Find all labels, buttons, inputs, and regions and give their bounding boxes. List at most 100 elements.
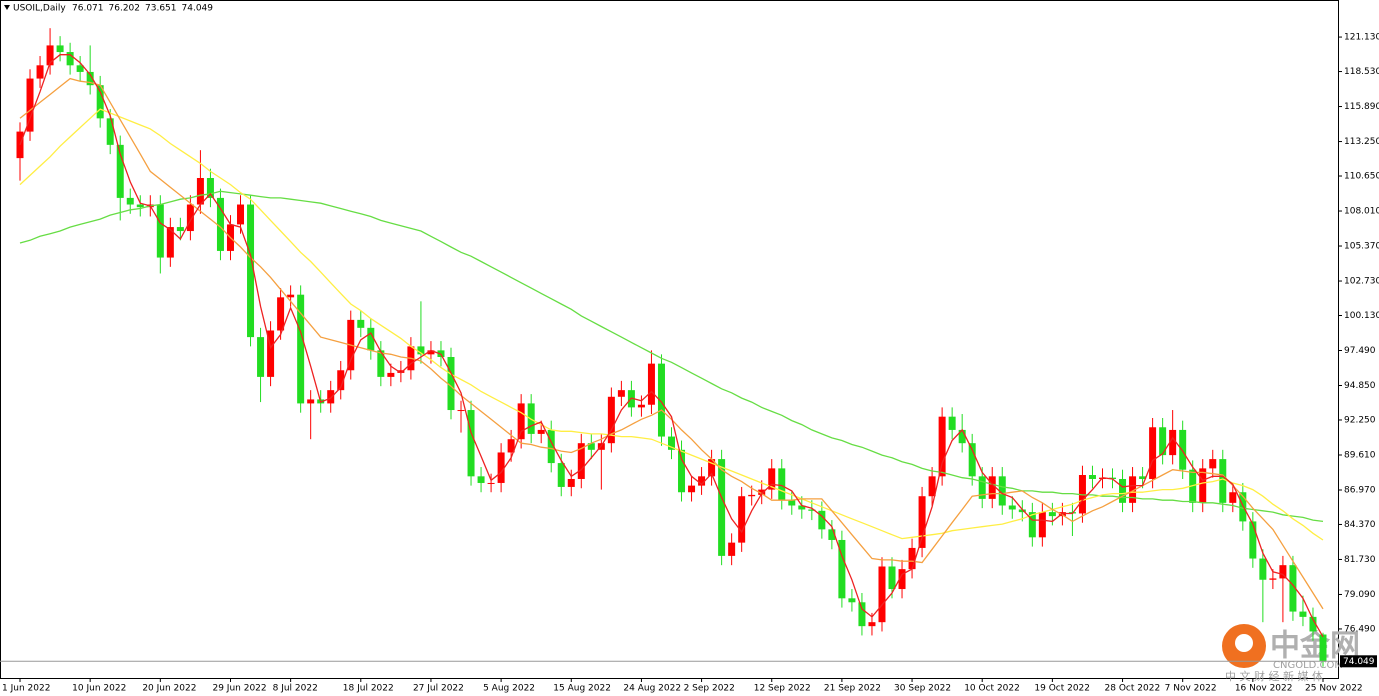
x-tick-label: 18 Jul 2022 (343, 684, 394, 694)
candle-body (998, 476, 1006, 506)
plot-frame (0, 0, 1339, 679)
x-tick-label: 12 Sep 2022 (754, 684, 811, 694)
price-tag-bg (1340, 655, 1377, 668)
candle-body (988, 476, 996, 499)
candle-body (297, 294, 305, 404)
candle-body (968, 443, 976, 477)
candle-body (1269, 578, 1277, 580)
y-tick-label: 89.610 (1344, 450, 1376, 460)
x-tick-label: 7 Nov 2022 (1165, 684, 1217, 694)
watermark: 中金网 CNGOLD.COM 中 文 财 经 新 媒 体 (1222, 624, 1360, 683)
candle-body (688, 485, 696, 493)
candle-body (1209, 459, 1217, 469)
candle-body (587, 443, 595, 450)
candle-body (1319, 634, 1327, 662)
candle-body (647, 363, 655, 405)
y-tick-label: 102.730 (1344, 277, 1379, 287)
candle-body (1299, 611, 1307, 617)
candle-body (216, 197, 224, 251)
candle-body (838, 539, 846, 599)
candle-body (788, 500, 796, 506)
y-tick-label: 92.250 (1344, 415, 1376, 425)
candle-body (958, 429, 966, 444)
candle-body (307, 399, 315, 404)
candle-body (868, 622, 876, 627)
candle-body (517, 403, 525, 440)
x-tick-label: 29 Jun 2022 (212, 684, 266, 694)
candle-body (497, 452, 505, 483)
x-tick-label: 24 Aug 2022 (623, 684, 681, 694)
candle-body (1028, 512, 1036, 538)
y-tick-label: 113.250 (1344, 137, 1379, 147)
candle-body (26, 78, 34, 132)
moving-average-line (19, 190, 1324, 523)
candle-body (1119, 478, 1127, 503)
candle-body (948, 416, 956, 430)
candle-body (547, 429, 555, 464)
moving-average-line (19, 108, 1324, 541)
candle-body (1189, 469, 1197, 503)
candle-body (237, 204, 245, 225)
x-tick-label: 8 Jul 2022 (273, 684, 318, 694)
x-tick-label: 15 Aug 2022 (553, 684, 611, 694)
candle-body (1259, 558, 1267, 580)
candle-body (196, 178, 204, 205)
candle-body (978, 476, 986, 499)
candle-body (858, 602, 866, 627)
watermark-site: CNGOLD.COM (1273, 660, 1343, 671)
candle-body (1088, 475, 1096, 479)
candle-body (337, 370, 345, 391)
y-tick-label: 118.530 (1344, 67, 1379, 77)
y-tick-label: 105.370 (1344, 242, 1379, 252)
candle-body (908, 547, 916, 570)
candle-body (637, 404, 645, 408)
candle-body (457, 410, 465, 412)
candle-body (247, 204, 255, 338)
candle-body (76, 65, 84, 72)
candle-body (678, 449, 686, 493)
candle-body (277, 297, 285, 331)
candle-body (487, 482, 495, 484)
candle-body (257, 337, 265, 377)
y-tick-label: 115.890 (1344, 102, 1379, 112)
x-tick-label: 5 Aug 2022 (483, 684, 535, 694)
candle-body (878, 566, 886, 623)
candle-body (537, 429, 545, 434)
candle-body (1048, 512, 1056, 517)
candle-body (718, 459, 726, 556)
candle-body (507, 439, 515, 453)
candle-body (367, 327, 375, 351)
candle-body (287, 294, 295, 298)
candle-body (848, 598, 856, 603)
x-tick-label: 30 Sep 2022 (894, 684, 951, 694)
candle-body (758, 489, 766, 495)
candle-body (357, 319, 365, 328)
x-tick-label: 10 Jun 2022 (72, 684, 126, 694)
candle-body (46, 45, 54, 66)
candle-body (607, 396, 615, 444)
candle-body (377, 350, 385, 377)
candle-body (1249, 521, 1257, 559)
candle-body (86, 71, 94, 86)
menu-arrow[interactable] (4, 5, 10, 10)
y-tick-label: 76.490 (1344, 624, 1376, 634)
x-tick-label: 27 Jul 2022 (413, 684, 464, 694)
candle-body (738, 496, 746, 543)
x-tick-label: 20 Jun 2022 (142, 684, 196, 694)
y-tick-label: 100.130 (1344, 311, 1379, 321)
x-tick-label: 25 Nov 2022 (1305, 684, 1363, 694)
x-tick-label: 19 Oct 2022 (1034, 684, 1090, 694)
candle-body (938, 416, 946, 477)
candle-body (387, 372, 395, 377)
candle-body (126, 197, 134, 205)
y-tick-label: 121.130 (1344, 33, 1379, 43)
candle-body (768, 468, 776, 490)
candle-body (888, 566, 896, 590)
candle-body (267, 330, 275, 377)
candle-body (748, 494, 756, 497)
candle-body (417, 346, 425, 355)
candle-body (1229, 492, 1237, 503)
y-tick-label: 84.370 (1344, 520, 1376, 530)
candle-body (918, 496, 926, 548)
